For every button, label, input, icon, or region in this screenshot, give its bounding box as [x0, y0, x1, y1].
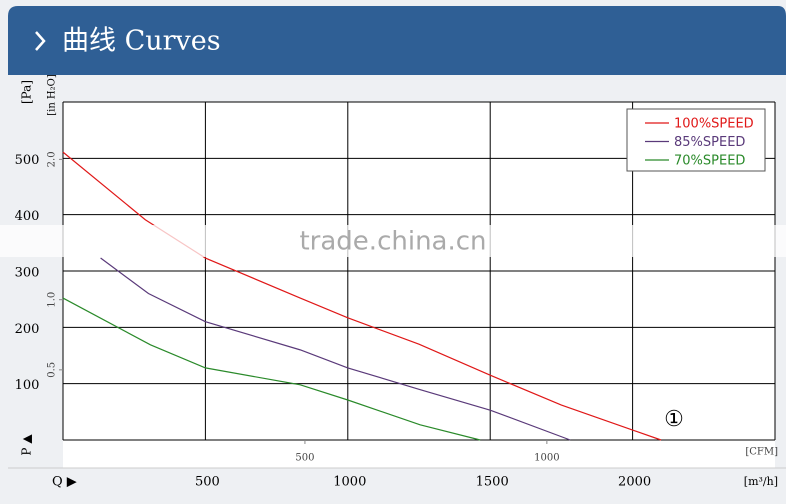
y2-tick-label: 1.0: [47, 292, 58, 308]
x-tick-label: 1000: [333, 475, 366, 490]
chevron-icon: [35, 31, 46, 51]
y-axis-label: [Pa]: [20, 80, 34, 104]
x2-axis-label: [CFM]: [745, 447, 778, 458]
series-line: [62, 297, 481, 441]
header-bar: [8, 6, 786, 75]
x-tick-label: 1500: [476, 475, 509, 490]
chart-title: 曲线 Curves: [62, 26, 221, 57]
watermark-band: [0, 225, 786, 257]
x2-tick-label: 1000: [534, 453, 559, 464]
y2-tick-label: 0.5: [47, 362, 58, 378]
y-tick-label: 500: [15, 153, 40, 168]
x-axis-label: [m³/h]: [744, 475, 778, 488]
y-tick-label: 100: [15, 378, 40, 393]
y-tick-label: 200: [15, 322, 40, 337]
y-tick-label: 400: [15, 209, 40, 224]
legend-label: 100%SPEED: [674, 117, 754, 132]
y-axis-symbol: P ▲: [20, 434, 34, 456]
y-tick-label: 300: [15, 266, 40, 281]
legend-label: 85%SPEED: [674, 135, 745, 150]
annotation: ①: [664, 407, 684, 432]
y2-axis-label: [in H₂O]: [47, 74, 58, 116]
legend-label: 70%SPEED: [674, 154, 745, 169]
x-tick-label: 2000: [618, 475, 651, 490]
series-line: [100, 257, 571, 441]
x-tick-label: 500: [195, 475, 220, 490]
y2-tick-label: 2.0: [47, 151, 58, 167]
legend-box: [626, 108, 766, 172]
x-axis-symbol: Q ▶: [52, 475, 77, 490]
x2-tick-label: 500: [295, 453, 314, 464]
watermark: trade.china.cn: [299, 227, 486, 257]
